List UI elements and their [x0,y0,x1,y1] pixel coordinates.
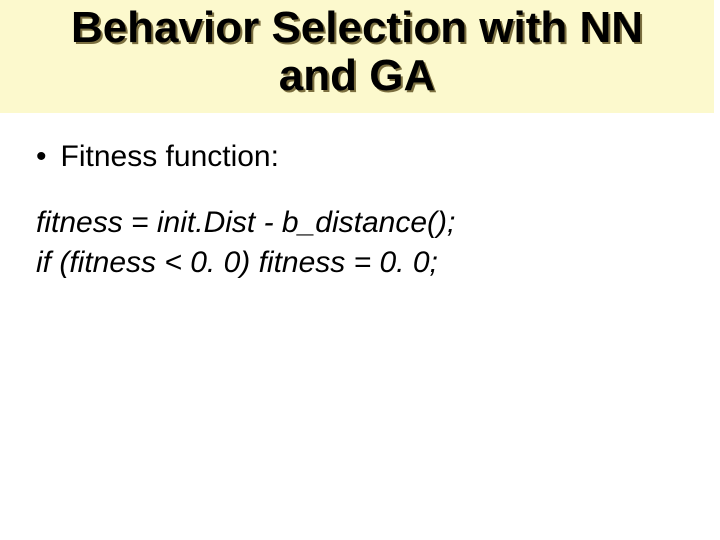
code-line-1: fitness = init.Dist - b_distance(); [36,203,684,244]
bullet-marker: • [36,139,47,175]
code-block: fitness = init.Dist - b_distance(); if (… [36,203,684,284]
code-line-2: if (fitness < 0. 0) fitness = 0. 0; [36,243,684,284]
title-line-2: and GA [279,51,435,100]
slide-body: • Fitness function: fitness = init.Dist … [0,113,720,284]
title-line-1: Behavior Selection with NN [71,3,643,52]
slide-title: Behavior Selection with NN and GA [0,4,714,101]
bullet-item: • Fitness function: [36,139,684,175]
title-box: Behavior Selection with NN and GA [0,0,714,113]
bullet-text: Fitness function: [61,139,279,175]
slide: Behavior Selection with NN and GA • Fitn… [0,0,720,540]
